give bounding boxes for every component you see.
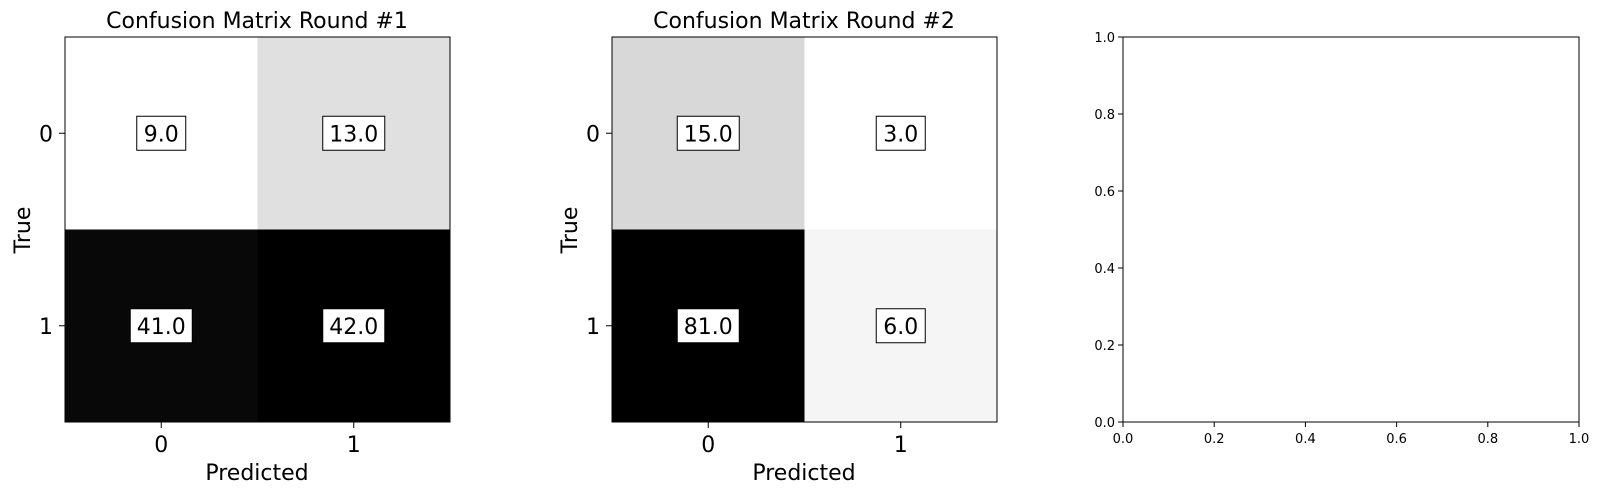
y-tick-label: 1 [39,315,53,340]
cell-value-label: 6.0 [883,315,918,340]
cell-label-box [322,308,386,344]
y-tick-label: 0.2 [1094,339,1115,354]
confusion-matrix-2: Confusion Matrix Round #2 15.0 3.0 81.0 6.0… [558,9,998,486]
x-tick-label: 0 [701,433,715,458]
confusion-matrix-1: Confusion Matrix Round #1 9.0 13.0 41.0 42.… [11,9,451,486]
cell-value-label: 42.0 [329,315,378,340]
y-tick-label: 0 [39,122,53,147]
empty-axes: 0.0 0.2 0.4 0.6 0.8 1.0 0.0 0.2 0.4 0.6 0.8 1.0 [1094,31,1589,447]
cell-value-label: 3.0 [883,122,918,147]
x-tick-label: 0.2 [1204,432,1225,447]
y-axis-label: True [11,207,36,255]
plot-frame [611,36,998,423]
cell-label-box [136,115,187,151]
x-tick-label: 0.6 [1386,432,1407,447]
x-tick-label: 0 [154,433,168,458]
x-axis-label: Predicted [205,461,308,486]
y-tick-label: 0 [586,122,600,147]
x-tick-label: 1 [347,433,361,458]
y-tick-label: 1.0 [1094,31,1115,46]
y-tick-label: 0.8 [1094,108,1115,123]
cell-value-label: 9.0 [144,122,179,147]
chart-title: Confusion Matrix Round #1 [106,9,408,34]
cell-label-box [676,115,740,151]
plot-frame [64,36,451,423]
x-tick-label: 0.4 [1295,432,1316,447]
x-tick-label: 0.8 [1477,432,1498,447]
cell-label-box [875,308,926,344]
y-tick-label: 0.6 [1094,185,1115,200]
cell-label-box [676,308,740,344]
cell-label-box [322,115,386,151]
cell-label-box [129,308,193,344]
plot-frame [1122,36,1580,423]
x-tick-label: 1.0 [1569,432,1590,447]
cell-label-box [875,115,926,151]
y-tick-label: 0.4 [1094,262,1115,277]
x-tick-label: 0.0 [1113,432,1134,447]
cell-value-label: 13.0 [329,122,378,147]
cell-value-label: 41.0 [137,315,186,340]
x-axis-label: Predicted [752,461,855,486]
y-tick-label: 0.0 [1094,416,1115,431]
y-axis-label: True [558,207,583,255]
cell-value-label: 15.0 [684,122,733,147]
y-tick-label: 1 [586,315,600,340]
cell-value-label: 81.0 [684,315,733,340]
x-tick-label: 1 [894,433,908,458]
chart-title: Confusion Matrix Round #2 [653,9,955,34]
